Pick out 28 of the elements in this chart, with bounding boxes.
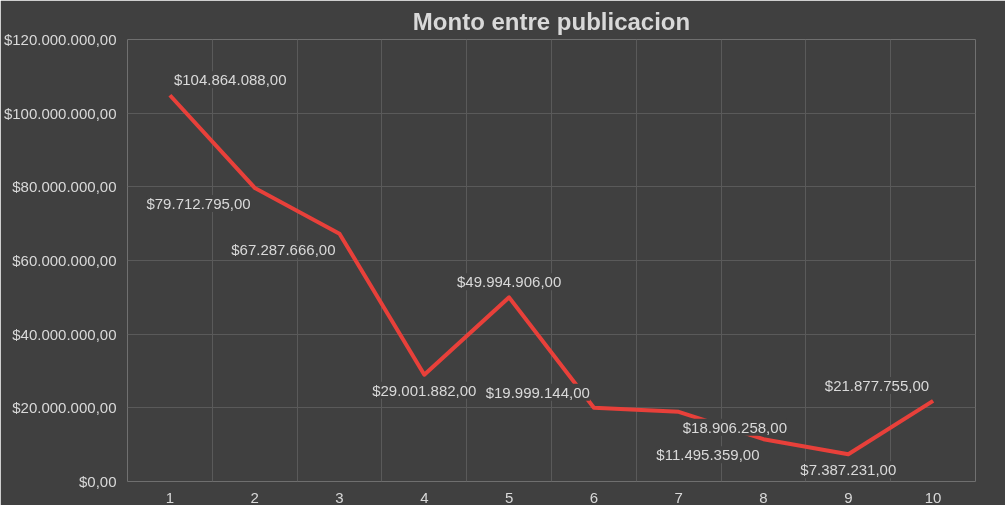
- x-tick-label: 2: [250, 488, 259, 506]
- data-label: $79.712.795,00: [146, 194, 251, 212]
- data-label: $104.864.088,00: [173, 71, 287, 89]
- x-tick-label: 3: [335, 488, 344, 506]
- y-tick-label: $40.000.000,00: [12, 325, 117, 343]
- data-label: $21.877.755,00: [824, 376, 930, 394]
- data-label: $29.001.882,00: [372, 381, 477, 399]
- x-tick-label: 6: [589, 488, 599, 506]
- x-tick-label: 8: [759, 488, 768, 506]
- y-tick-label: $20.000.000,00: [12, 399, 117, 417]
- x-tick-label: 1: [165, 488, 175, 506]
- data-label: $11.495.359,00: [656, 446, 760, 464]
- chart-title: Monto entre publicacion: [412, 7, 691, 35]
- x-tick-label: 5: [504, 488, 514, 506]
- data-label: $19.999.144,00: [485, 383, 590, 401]
- y-tick-label: $60.000.000,00: [12, 252, 117, 269]
- y-tick-label: $120.000.000,00: [3, 31, 117, 48]
- data-label: $67.287.666,00: [231, 240, 336, 258]
- x-tick-label: 10: [924, 488, 942, 506]
- data-label: $49.994.906,00: [456, 273, 562, 291]
- x-tick-label: 4: [420, 488, 429, 506]
- y-tick-label: $100.000.000,00: [3, 104, 117, 122]
- x-tick-label: 9: [844, 488, 853, 506]
- data-label: $18.906.258,00: [682, 418, 787, 436]
- y-tick-label: $0,00: [78, 473, 117, 490]
- data-label: $7.387.231,00: [800, 461, 897, 479]
- x-tick-label: 7: [674, 488, 683, 506]
- y-tick-label: $80.000.000,00: [12, 178, 117, 196]
